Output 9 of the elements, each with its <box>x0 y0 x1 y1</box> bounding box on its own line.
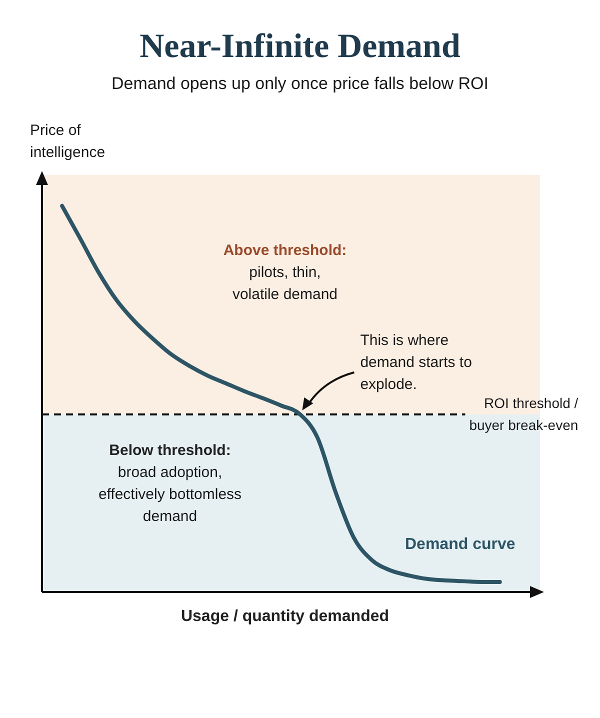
chart-title: Near-Infinite Demand <box>138 28 462 66</box>
ref-line-label: ROI threshold / buyer break-even <box>469 394 578 436</box>
y-axis-title: Price of intelligence <box>30 121 106 163</box>
x-axis-title: Usage / quantity demanded <box>180 608 390 626</box>
band-label: Above threshold: pilots, thin, volatile demand <box>222 241 348 305</box>
band-label: Below threshold: broad adoption, effectively bottomless demand <box>97 441 243 527</box>
series-label: Demand curve <box>405 536 516 554</box>
chart-subtitle: Demand opens up only once price falls below ROI <box>110 74 490 94</box>
annotation: This is where demand starts to explode. <box>360 331 472 396</box>
